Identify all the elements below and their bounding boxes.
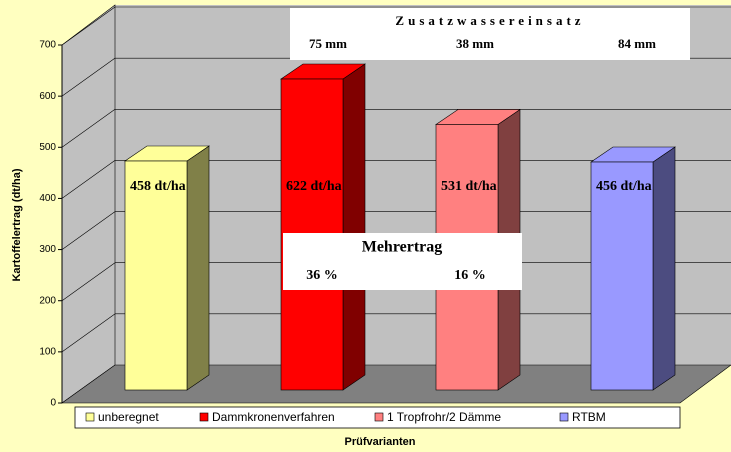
legend-items: unberegnet Dammkronenverfahren 1 Tropfrohr… (85, 410, 606, 424)
grid-line (61, 211, 116, 250)
y-tick-label: 500 (39, 142, 56, 153)
value-label: 458 dt/ha (130, 179, 186, 194)
y-axis-label: Kartoffelertrag (dt/ha) (11, 168, 23, 281)
value-label: 531 dt/ha (441, 179, 497, 194)
x-axis-label: Prüfvarianten (345, 436, 416, 448)
grid-line (61, 57, 116, 97)
legend-label: RTBM (572, 410, 606, 424)
value-label: 456 dt/ha (596, 179, 652, 194)
bar-side (342, 63, 366, 391)
water-label: 75 mm (309, 36, 347, 51)
grid-line (61, 6, 116, 46)
y-tick-label: 200 (39, 295, 56, 306)
legend-swatch (85, 412, 95, 422)
water-box (290, 8, 690, 60)
legend-swatch (559, 412, 569, 422)
legend-label: 1 Tropfrohr/2 Dämme (387, 410, 501, 424)
water-label: 38 mm (456, 36, 494, 51)
legend-label: unberegnet (98, 410, 159, 424)
legend-label: Dammkronenverfahren (212, 410, 335, 424)
grid-line (61, 313, 116, 353)
grid-line (61, 160, 116, 199)
y-tick-label: 0 (50, 398, 56, 409)
side-wall (61, 4, 116, 404)
water-title: Zusatzwassereinsatz (395, 13, 584, 28)
bar (590, 161, 654, 391)
back-wall (115, 5, 731, 365)
bar-side (186, 145, 210, 391)
bar-side (652, 146, 676, 391)
value-label: 622 dt/ha (286, 179, 342, 194)
y-tick-label: 400 (39, 193, 56, 204)
gain-box (283, 233, 522, 290)
legend-swatch (374, 412, 384, 422)
gain-label: 36 % (306, 268, 338, 283)
water-label: 84 mm (618, 36, 656, 51)
grid-line (61, 109, 116, 148)
floor (61, 364, 731, 404)
grid-line (61, 262, 116, 301)
gain-title: Mehrertrag (362, 239, 443, 256)
y-tick-label: 100 (39, 346, 56, 357)
legend-swatch (199, 412, 209, 422)
gain-label: 16 % (454, 268, 486, 283)
y-tick-label: 700 (39, 40, 56, 51)
y-tick-label: 300 (39, 244, 56, 255)
y-tick-label: 600 (39, 91, 56, 102)
bar (124, 160, 188, 391)
